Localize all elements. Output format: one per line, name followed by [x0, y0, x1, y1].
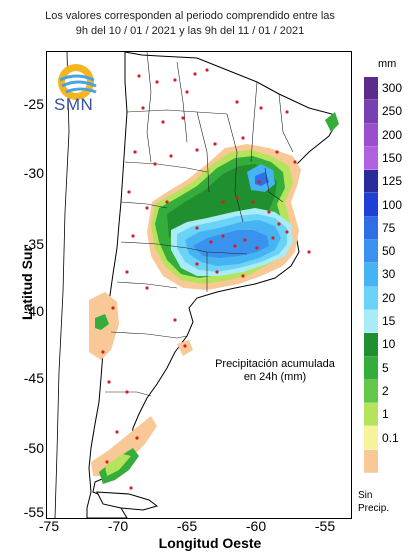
legend-swatch	[364, 449, 378, 474]
y-tick-label: -40	[23, 303, 44, 319]
legend-label: 150	[382, 150, 403, 165]
legend-label: 30	[382, 267, 396, 282]
legend-swatch	[364, 426, 378, 450]
legend-label: 0.1	[382, 430, 399, 445]
legend-swatch	[364, 193, 378, 217]
nodata-line-2: Precip.	[358, 503, 390, 514]
smn-logo-icon	[58, 64, 97, 100]
legend-nodata-label: Sin Precip.	[358, 489, 389, 515]
precipitation-map	[46, 51, 352, 519]
smn-logo-text: SMN	[54, 95, 94, 114]
legend-label: 75	[382, 220, 396, 235]
precip-area-misiones	[325, 112, 339, 132]
legend-label: 125	[382, 174, 403, 189]
legend-swatch	[364, 170, 378, 194]
x-tick-label: -65	[176, 518, 198, 534]
legend-swatch	[364, 309, 378, 334]
legend-label: 50	[382, 244, 396, 259]
map-header: Los valores corresponden al periodo comp…	[40, 9, 340, 39]
legend-swatch	[364, 240, 378, 264]
nodata-line-1: Sin	[358, 490, 373, 501]
legend-label: 300	[382, 81, 403, 95]
precip-area-patagonia-green	[95, 314, 109, 330]
x-tick-label: -75	[38, 518, 60, 534]
legend-unit: mm	[378, 58, 397, 70]
province-boundaries	[105, 52, 294, 397]
station-dots	[101, 68, 311, 490]
legend-label: 100	[382, 197, 403, 212]
map-annotation: Precipitación acumulada en 24h (mm)	[210, 358, 340, 384]
legend-swatch	[364, 286, 378, 310]
annotation-line-2: en 24h (mm)	[243, 371, 307, 383]
legend-swatch	[364, 77, 378, 101]
y-tick-label: -30	[23, 165, 44, 181]
legend-swatch	[364, 356, 378, 380]
legend-label: 2	[382, 383, 389, 398]
y-tick-label: -25	[23, 96, 44, 112]
legend-label: 250	[382, 104, 403, 119]
legend-swatch	[364, 216, 378, 241]
tierra-del-fuego	[96, 491, 159, 511]
x-tick-label: -70	[107, 518, 129, 534]
pacific-coast-line	[54, 52, 70, 518]
legend-swatch	[364, 146, 378, 171]
x-tick-label: -60	[245, 518, 267, 534]
legend-label: 15	[382, 314, 396, 328]
precip-area-trace-coast	[177, 340, 193, 356]
legend-label: 200	[382, 127, 403, 142]
legend-label: 20	[382, 290, 396, 305]
y-tick-label: -55	[23, 504, 44, 520]
legend-swatch	[364, 100, 378, 124]
legend-colorbar	[364, 77, 378, 474]
header-line-2: 9h del 10 / 01 / 2021 y las 9h del 11 / …	[75, 25, 305, 37]
y-tick-label: -50	[23, 440, 44, 456]
x-tick-label: -55	[314, 518, 336, 534]
legend-swatch	[364, 263, 378, 287]
annotation-line-1: Precipitación acumulada	[215, 358, 335, 370]
x-axis-label: Longitud Oeste	[158, 535, 262, 551]
precip-area-50mm	[193, 230, 269, 258]
legend-label: 5	[382, 360, 389, 375]
legend-swatch	[364, 123, 378, 147]
y-tick-label: -45	[23, 370, 44, 386]
map-canvas	[54, 52, 339, 518]
legend-swatch	[364, 379, 378, 404]
legend-label: 1	[382, 407, 389, 422]
y-tick-label: -35	[23, 236, 44, 252]
legend-swatch	[364, 403, 378, 427]
precip-area-south-yellow	[105, 454, 131, 476]
y-axis-label: Latitud Sur	[19, 246, 35, 320]
legend-label: 10	[382, 337, 396, 352]
header-line-1: Los valores corresponden al periodo comp…	[45, 10, 335, 22]
legend-swatch	[364, 333, 378, 357]
